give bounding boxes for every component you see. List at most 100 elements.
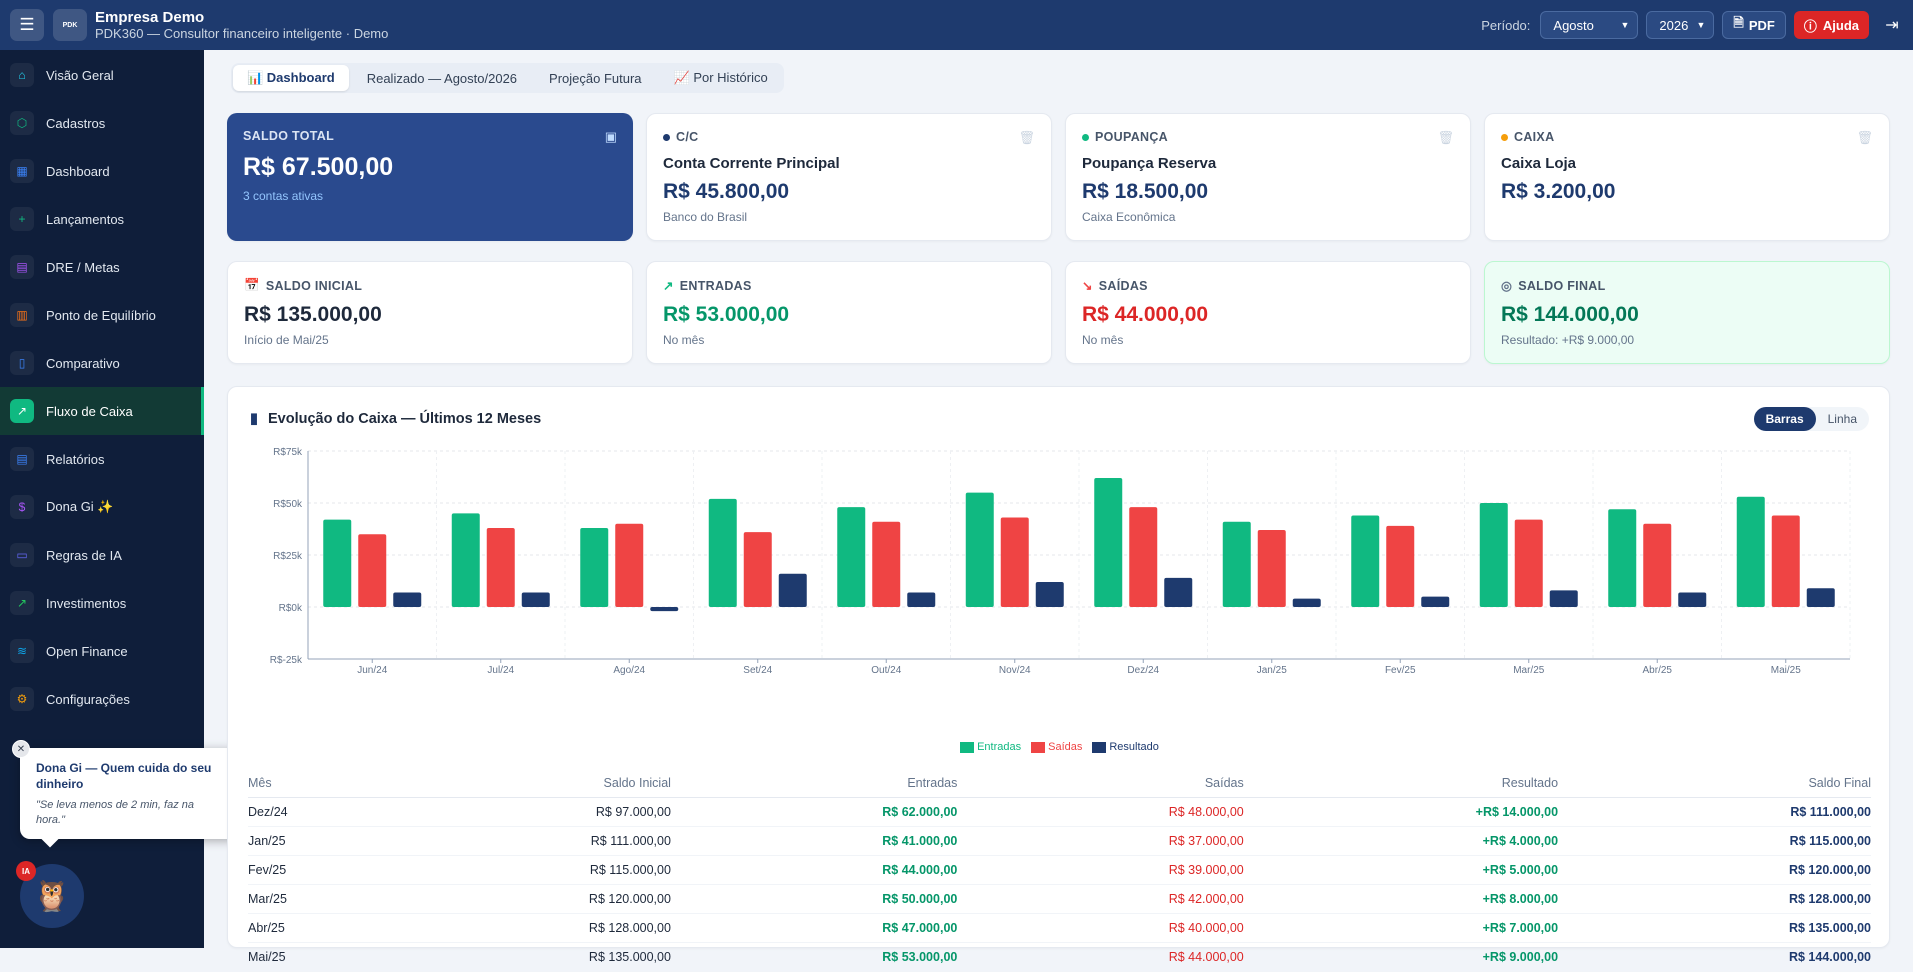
table-cell: R$ 41.000,00 [670, 826, 958, 856]
sidebar-item-cadastros[interactable]: ⬡ Cadastros [0, 99, 204, 147]
sidebar-item-dashboard[interactable]: ▦ Dashboard [0, 147, 204, 195]
bar-entradas [1736, 496, 1765, 607]
total-balance-card: SALDO TOTAL ▣ R$ 67.500,00 3 contas ativ… [227, 113, 633, 241]
table-header: Saldo Final [1558, 769, 1871, 798]
sidebar-item-configura-es[interactable]: ⚙ Configurações [0, 675, 204, 723]
x-tick-label: Nov/24 [999, 665, 1031, 676]
bar-resultado [1035, 582, 1064, 607]
table-cell: R$ 37.000,00 [957, 826, 1244, 856]
table-cell: R$ 135.000,00 [358, 942, 671, 972]
x-tick-label: Fev/25 [1385, 665, 1416, 676]
chart-title: Evolução do Caixa — Últimos 12 Meses [267, 411, 542, 427]
toggle-bars[interactable]: Barras [1753, 407, 1816, 431]
chevron-down-icon: ▼ [1696, 20, 1706, 30]
account-card-poupanca[interactable]: POUPANÇA 🗑 Poupança Reserva R$ 18.500,00… [1065, 113, 1471, 241]
trash-icon[interactable]: 🗑 [1018, 130, 1035, 145]
bar-saídas [358, 534, 387, 607]
table-header: Entradas [670, 769, 958, 798]
close-icon[interactable]: ✕ [12, 740, 30, 758]
y-tick-label: R$75k [273, 447, 303, 458]
table-cell: Mai/25 [248, 942, 358, 972]
inflows-sub: No mês [663, 333, 705, 347]
month-select[interactable]: Agosto ▼ [1540, 11, 1639, 39]
table-header: Saídas [957, 769, 1244, 798]
x-tick-label: Mar/25 [1513, 665, 1545, 676]
account-bank: Banco do Brasil [663, 210, 748, 224]
initial-balance-value: R$ 135.000,00 [244, 303, 382, 326]
tab-realizado[interactable]: Realizado — Agosto/2026 [366, 70, 518, 86]
x-tick-label: Ago/24 [613, 665, 645, 676]
grid-icon: ▦ [10, 159, 34, 183]
calculator-icon: ▥ [10, 303, 34, 327]
menu-icon[interactable]: ☰ [10, 9, 44, 41]
legend-item[interactable]: Saídas [1031, 741, 1082, 753]
table-cell: Dez/24 [248, 797, 358, 827]
tab-historico[interactable]: 📈 Por Histórico [673, 70, 768, 85]
trending-up-icon: ↗ [10, 399, 34, 423]
pdf-button[interactable]: 🗎 PDF [1722, 11, 1786, 39]
account-card-cc[interactable]: C/C 🗑 Conta Corrente Principal R$ 45.800… [646, 113, 1052, 241]
help-button[interactable]: ⓘ Ajuda [1793, 11, 1869, 39]
book-icon: ▭ [10, 543, 34, 567]
sidebar-item-label: Relatórios [46, 451, 105, 467]
legend-item[interactable]: Entradas [960, 741, 1021, 753]
table-header: Resultado [1243, 769, 1559, 798]
sidebar-item-lan-amentos[interactable]: + Lançamentos [0, 195, 204, 243]
view-tabs: 📊 Dashboard Realizado — Agosto/2026 Proj… [231, 63, 784, 93]
bar-entradas [1608, 509, 1637, 607]
tab-projecao[interactable]: Projeção Futura [549, 70, 642, 86]
logout-icon[interactable]: ⇥ [1885, 17, 1899, 34]
final-balance-card: ◎ SALDO FINAL R$ 144.000,00 Resultado: +R… [1484, 261, 1890, 364]
chevron-down-icon: ▼ [1620, 20, 1630, 30]
account-card-caixa[interactable]: CAIXA 🗑 Caixa Loja R$ 3.200,00 [1484, 113, 1890, 241]
table-cell: R$ 48.000,00 [957, 797, 1244, 827]
x-tick-label: Abr/25 [1643, 665, 1673, 676]
x-tick-label: Mai/25 [1771, 665, 1801, 676]
legend-label: Entradas [977, 741, 1022, 753]
table-cell: R$ 120.000,00 [358, 884, 671, 914]
table-header: Saldo Inicial [358, 769, 671, 798]
table-cell: R$ 39.000,00 [957, 855, 1244, 885]
sidebar-item-relat-rios[interactable]: ▤ Relatórios [0, 435, 204, 483]
bar-entradas [580, 527, 609, 607]
sidebar-item-label: Dona Gi ✨ [46, 499, 114, 514]
period-label: Período: [1481, 17, 1531, 33]
sidebar-item-vis-o-geral[interactable]: ⌂ Visão Geral [0, 51, 204, 99]
x-tick-label: Jan/25 [1257, 665, 1287, 676]
bar-resultado [1549, 590, 1578, 607]
sidebar-item-open-finance[interactable]: ≋ Open Finance [0, 627, 204, 675]
arrow-down-right-icon: ↘ [1082, 279, 1093, 293]
bar-entradas [965, 492, 994, 607]
year-select[interactable]: 2026 ▼ [1646, 11, 1715, 39]
sidebar-item-fluxo-de-caixa[interactable]: ↗ Fluxo de Caixa [0, 387, 204, 435]
sidebar-item-label: DRE / Metas [46, 259, 120, 275]
file-icon: ▤ [10, 255, 34, 279]
table-cell: R$ 47.000,00 [670, 913, 958, 943]
x-tick-label: Jul/24 [487, 665, 514, 676]
app-subtitle: PDK360 — Consultor financeiro inteligent… [95, 25, 389, 41]
outflows-card: ↘ SAÍDAS R$ 44.000,00 No mês [1065, 261, 1471, 364]
sidebar-item-dona-gi[interactable]: $ Dona Gi ✨ [0, 483, 204, 531]
table-header: Mês [248, 769, 358, 798]
y-tick-label: R$50k [273, 499, 303, 510]
tab-dashboard[interactable]: 📊 Dashboard [233, 65, 349, 91]
owl-avatar-icon[interactable]: 🦉 [20, 864, 84, 928]
table-cell: +R$ 7.000,00 [1243, 913, 1559, 943]
toggle-line[interactable]: Linha [1827, 412, 1857, 426]
sidebar-item-comparativo[interactable]: ▯ Comparativo [0, 339, 204, 387]
sidebar-item-ponto-de-equil-brio[interactable]: ▥ Ponto de Equilíbrio [0, 291, 204, 339]
legend-label: Resultado [1109, 741, 1159, 753]
assistant-title: Dona Gi — Quem cuida do seu dinheiro [36, 761, 212, 791]
bar-entradas [451, 513, 480, 607]
legend-item[interactable]: Resultado [1092, 741, 1159, 753]
account-balance: R$ 45.800,00 [663, 180, 790, 203]
table-row: Dez/24 R$ 97.000,00 R$ 62.000,00 R$ 48.000,… [248, 797, 1871, 827]
trash-icon[interactable]: 🗑 [1437, 130, 1454, 145]
file-icon: 🗎 [1733, 15, 1744, 30]
bar-saídas [1386, 525, 1415, 607]
trash-icon[interactable]: 🗑 [1856, 130, 1873, 145]
sidebar-item-dre-metas[interactable]: ▤ DRE / Metas [0, 243, 204, 291]
sidebar-item-investimentos[interactable]: ↗ Investimentos [0, 579, 204, 627]
sidebar-item-regras-de-ia[interactable]: ▭ Regras de IA [0, 531, 204, 579]
sidebar-item-label: Lançamentos [46, 211, 125, 227]
